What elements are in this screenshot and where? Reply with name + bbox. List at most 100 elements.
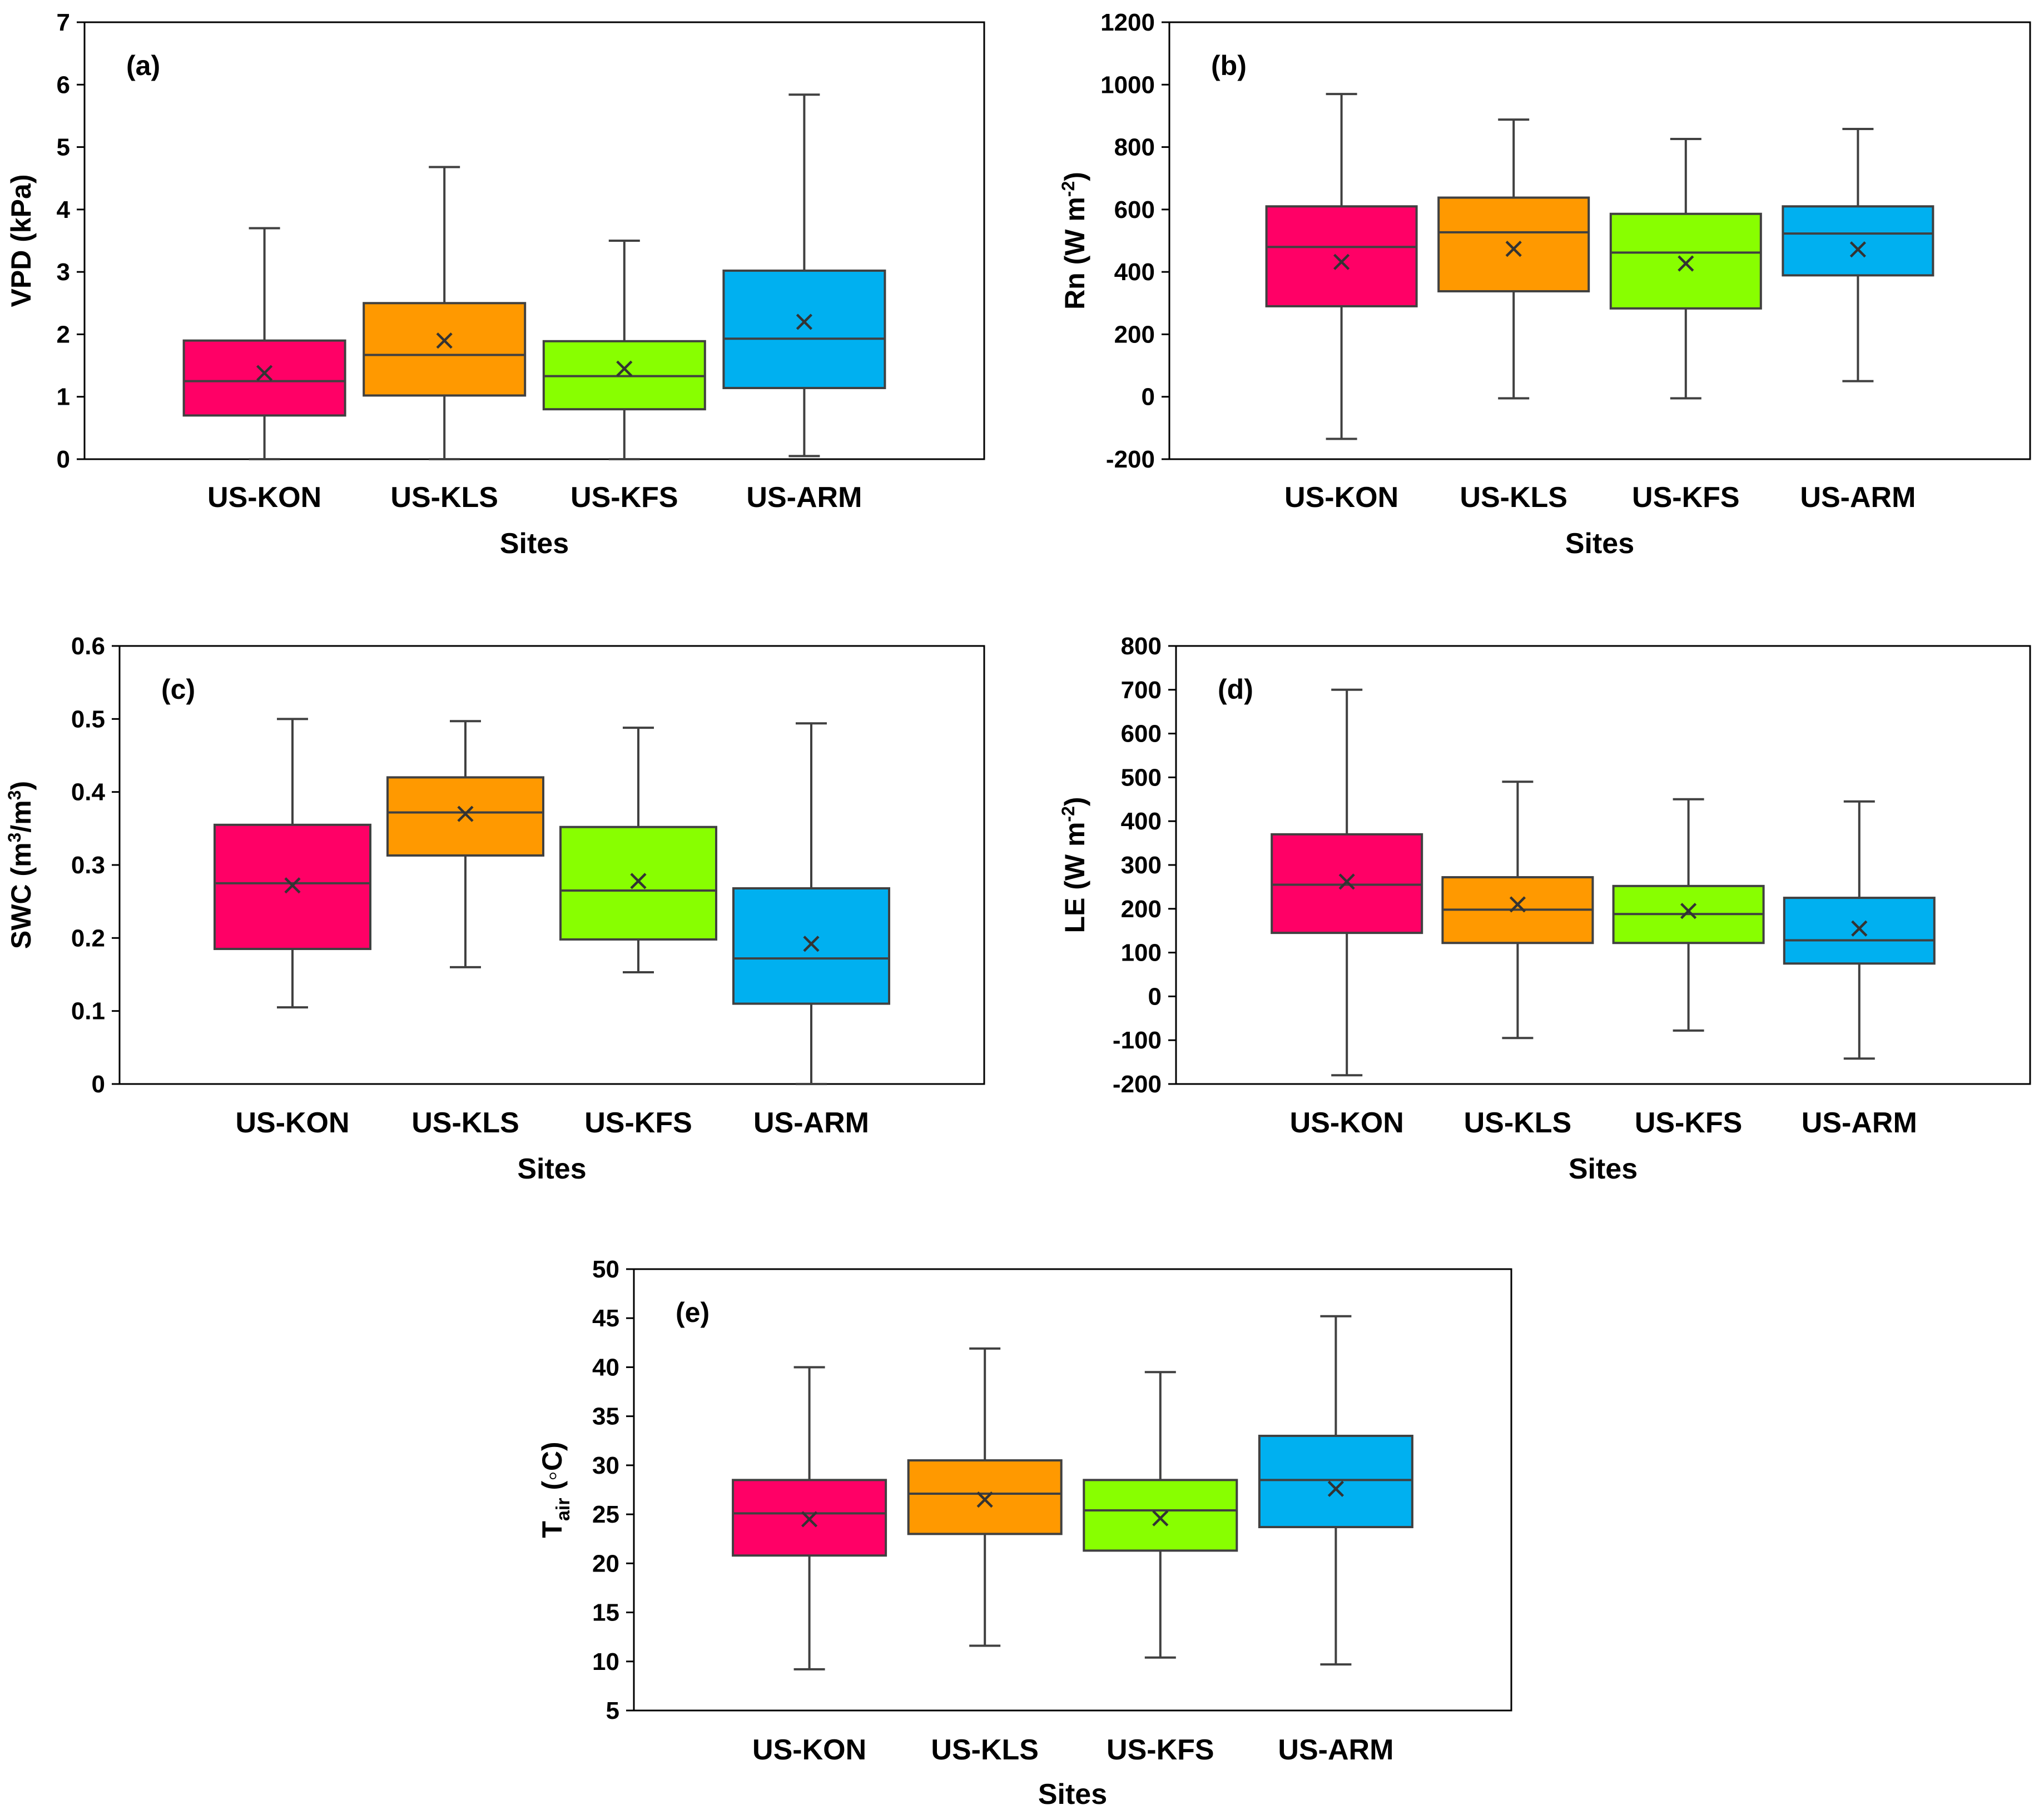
- y-tick-label: 0: [1142, 384, 1155, 411]
- category-label: US-ARM: [746, 481, 862, 514]
- category-label: US-KLS: [390, 481, 498, 514]
- iqr-box: [1083, 1479, 1238, 1552]
- plot-frame: [83, 21, 985, 460]
- box-us-kfs: [1609, 137, 1762, 400]
- iqr-box: [363, 302, 527, 397]
- mean-marker: [1338, 873, 1355, 890]
- iqr-box: [386, 776, 544, 857]
- y-tick-label: 5: [57, 134, 70, 161]
- panel-c-swc: 0 0.1 0.2 0.3 0.4 0.5 0.6 US-KON US-KLS US-KFS US-…: [4, 633, 985, 1185]
- x-axis-label: Sites: [517, 1153, 586, 1185]
- mean-marker: [801, 1511, 818, 1528]
- y-tick-label: 20: [592, 1550, 619, 1577]
- y-tick-label: 600: [1121, 720, 1162, 748]
- y-tick-label: 0.6: [71, 633, 105, 660]
- y-tick-label: 3: [57, 258, 70, 286]
- box-us-kls: [1437, 118, 1590, 400]
- category-label: US-ARM: [1278, 1734, 1393, 1766]
- y-tick-label: 700: [1121, 677, 1162, 704]
- box-us-arm: [1258, 1315, 1413, 1666]
- y-tick-label: -200: [1106, 446, 1155, 473]
- category-label: US-KLS: [1464, 1107, 1572, 1139]
- y-tick-label: 200: [1114, 321, 1155, 348]
- panel-a-vpd: 0 1 2 3 4 5 6 7 US-KON US-KLS US-KFS US-ARM (a) Sites…: [6, 9, 985, 560]
- box-us-kon: [182, 227, 346, 460]
- panel-d-le: -200 -100 0 100 200 300 400 500 600 700 800 US-KON U…: [1058, 633, 2031, 1185]
- category-label: US-KLS: [931, 1734, 1039, 1766]
- x-axis-label: Sites: [500, 528, 569, 560]
- y-tick-label: 25: [592, 1501, 619, 1528]
- y-tick-label: 7: [57, 9, 70, 36]
- x-axis-label: Sites: [1038, 1778, 1107, 1810]
- y-tick-label: 100: [1121, 939, 1162, 967]
- category-label: US-KFS: [1107, 1734, 1214, 1766]
- y-tick-label: 0.3: [71, 852, 105, 879]
- x-axis-label: Sites: [1565, 528, 1634, 560]
- mean-marker: [1509, 896, 1526, 913]
- y-tick-label: 0.5: [71, 705, 105, 733]
- box-us-kon: [732, 1366, 887, 1670]
- panel-e-tair: 5 10 15 20 25 30 35 40 45 50 US-KON US-KLS US-KFS US-…: [537, 1256, 1512, 1810]
- iqr-box: [732, 887, 890, 1005]
- category-label: US-KLS: [411, 1107, 519, 1139]
- mean-marker: [284, 877, 301, 894]
- panel-label: (b): [1211, 50, 1247, 81]
- y-tick-label: 400: [1114, 258, 1155, 286]
- mean-marker: [616, 360, 633, 377]
- y-tick-label: -200: [1113, 1071, 1162, 1098]
- mean-marker: [1152, 1510, 1169, 1526]
- mean-marker: [436, 332, 453, 349]
- y-tick-label: 45: [592, 1305, 619, 1332]
- iqr-box: [907, 1459, 1063, 1535]
- iqr-box: [1609, 212, 1762, 310]
- mean-marker: [256, 365, 273, 381]
- mean-marker: [1680, 903, 1697, 919]
- plot-frame: [1168, 21, 2031, 460]
- y-tick-label: 1200: [1100, 9, 1155, 36]
- iqr-box: [1265, 205, 1418, 307]
- category-label: US-KFS: [1635, 1107, 1743, 1139]
- mean-marker: [1505, 241, 1522, 257]
- category-label: US-ARM: [753, 1107, 869, 1139]
- mean-marker: [457, 805, 474, 822]
- y-axis-label: Tair (◦C): [537, 1441, 574, 1538]
- category-label: US-ARM: [1802, 1107, 1917, 1139]
- y-tick-label: 30: [592, 1452, 619, 1479]
- y-tick-label: 0.2: [71, 924, 105, 952]
- y-tick-label: 35: [592, 1403, 619, 1430]
- category-label: US-ARM: [1800, 481, 1916, 514]
- y-tick-label: 5: [606, 1697, 619, 1724]
- panel-b-rn: -200 0 200 400 600 800 1000 1200 US-KON US-KLS US-…: [1058, 9, 2031, 560]
- y-tick-label: -100: [1113, 1027, 1162, 1054]
- y-tick-label: 500: [1121, 764, 1162, 791]
- y-tick-label: 200: [1121, 896, 1162, 923]
- box-us-kls: [907, 1347, 1063, 1647]
- category-label: US-KON: [1284, 481, 1398, 514]
- mean-marker: [803, 936, 820, 952]
- y-tick-label: 15: [592, 1599, 619, 1627]
- category-label: US-KON: [752, 1734, 866, 1766]
- iqr-box: [1437, 196, 1590, 292]
- iqr-box: [722, 269, 886, 389]
- y-tick-label: 800: [1114, 134, 1155, 161]
- iqr-box: [1783, 897, 1936, 965]
- y-tick-label: 40: [592, 1354, 619, 1381]
- y-tick-label: 0.4: [71, 779, 106, 806]
- iqr-box: [1258, 1434, 1413, 1529]
- panel-label: (a): [126, 50, 160, 81]
- box-us-kon: [1265, 93, 1418, 440]
- box-us-arm: [722, 93, 886, 458]
- box-us-kfs: [1083, 1371, 1238, 1659]
- y-tick-label: 1: [57, 384, 70, 411]
- x-axis-label: Sites: [1569, 1153, 1638, 1185]
- y-axis-label: VPD (kPa): [6, 175, 37, 307]
- box-us-kls: [386, 720, 544, 968]
- y-axis-label: LE (W m-2): [1058, 797, 1090, 933]
- box-us-kon: [214, 718, 371, 1009]
- y-tick-label: 0: [1148, 983, 1162, 1010]
- y-axis-label: Rn (W m-2): [1058, 172, 1090, 310]
- box-us-kon: [1271, 688, 1423, 1077]
- box-us-kfs: [542, 240, 706, 460]
- panel-label: (d): [1218, 674, 1253, 705]
